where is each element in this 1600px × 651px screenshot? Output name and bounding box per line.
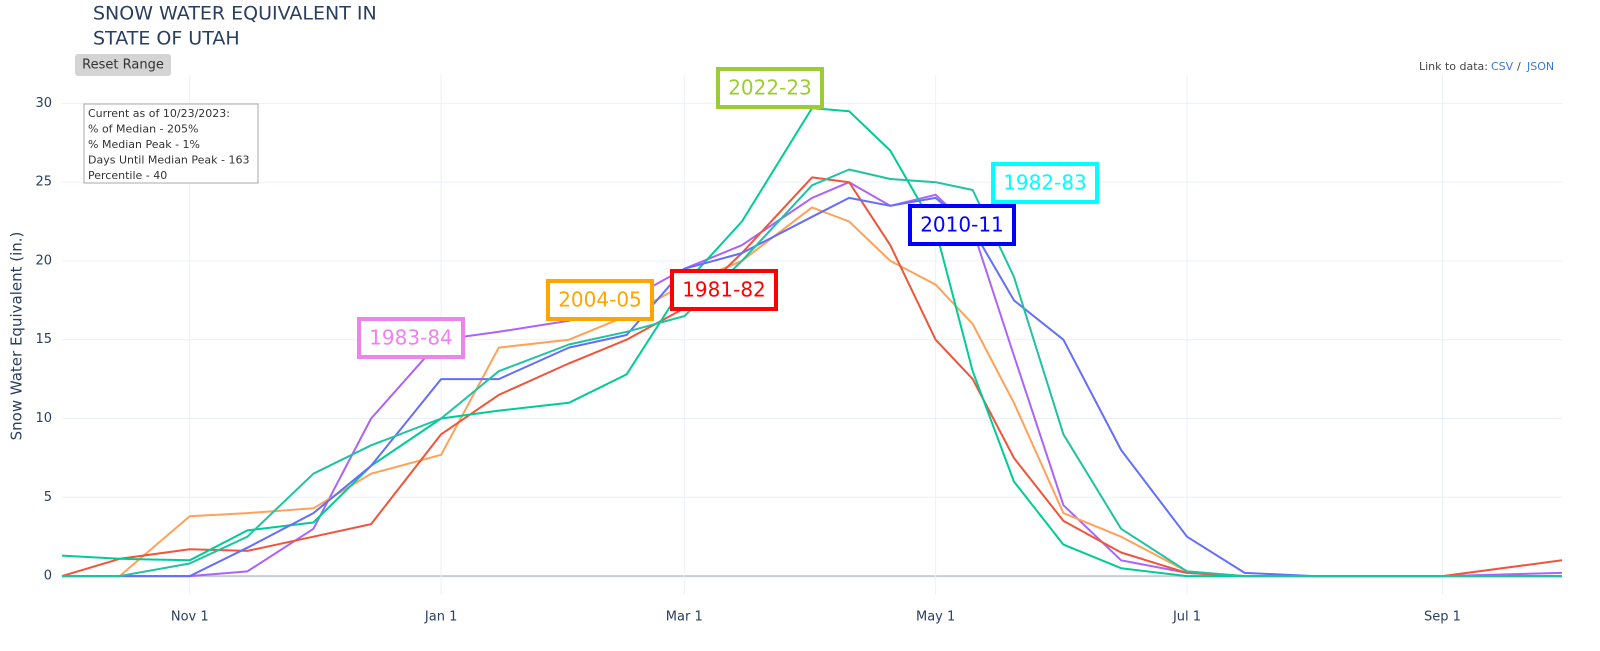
y-tick-label: 0 bbox=[44, 569, 52, 584]
info-line: % Median Peak - 1% bbox=[88, 138, 200, 151]
x-tick-label: Mar 1 bbox=[666, 610, 703, 625]
link-separator: / bbox=[1517, 60, 1521, 73]
series-label: 1981-82 bbox=[682, 278, 766, 302]
series-line bbox=[62, 206, 1562, 578]
reset-button-label[interactable]: Reset Range bbox=[82, 58, 164, 73]
y-tick-label: 25 bbox=[35, 175, 52, 190]
series-label-box bbox=[670, 269, 778, 311]
y-tick-label: 20 bbox=[35, 253, 52, 268]
info-lines: Current as of 10/23/2023: % of Median - 2… bbox=[88, 107, 249, 182]
y-tick-label: 5 bbox=[44, 490, 52, 505]
reset-button[interactable] bbox=[75, 54, 171, 76]
y-tick-label: 30 bbox=[35, 96, 52, 111]
series-label-box bbox=[991, 162, 1099, 204]
series-line bbox=[61, 176, 1563, 578]
series-label-box bbox=[357, 317, 465, 359]
x-tick-label: Nov 1 bbox=[171, 610, 209, 625]
info-line: Current as of 10/23/2023: bbox=[88, 107, 230, 120]
plot-area: 0 5 10 15 20 25 30 Nov 1 Jan 1 Mar 1 May 1 Jul 1 Sep… bbox=[35, 67, 1563, 625]
y-tick-label: 10 bbox=[35, 411, 52, 426]
csv-link[interactable]: CSV bbox=[1491, 60, 1514, 73]
y-axis-title: Snow Water Equivalent (in.) bbox=[8, 232, 26, 441]
series-label-box bbox=[546, 279, 654, 321]
x-tick-label: May 1 bbox=[916, 610, 955, 625]
series-label-box bbox=[908, 204, 1016, 246]
series-line bbox=[62, 168, 1562, 578]
info-box bbox=[83, 103, 259, 184]
title-line: STATE OF UTAH bbox=[93, 28, 240, 50]
series-label-box bbox=[716, 67, 824, 109]
x-tick-label: Sep 1 bbox=[1424, 610, 1461, 625]
y-tick-label: 15 bbox=[35, 332, 52, 347]
series-line bbox=[62, 181, 1563, 578]
info-line: % of Median - 205% bbox=[88, 123, 198, 136]
json-link[interactable]: JSON bbox=[1526, 60, 1554, 73]
series-label: 1983-84 bbox=[369, 326, 453, 350]
title-line: SNOW WATER EQUIVALENT IN bbox=[93, 3, 377, 25]
x-tick-label: Jul 1 bbox=[1172, 610, 1201, 625]
series-line bbox=[62, 196, 1562, 578]
x-tick-label: Jan 1 bbox=[424, 610, 457, 625]
link-label: Link to data: bbox=[1419, 60, 1488, 73]
info-line: Days Until Median Peak - 163 bbox=[88, 154, 249, 167]
series-label: 2022-23 bbox=[728, 76, 812, 100]
series-label: 2010-11 bbox=[920, 213, 1004, 237]
info-line: Percentile - 40 bbox=[88, 169, 167, 182]
series-label: 2004-05 bbox=[558, 288, 642, 312]
series-label: 1982-83 bbox=[1003, 171, 1087, 195]
